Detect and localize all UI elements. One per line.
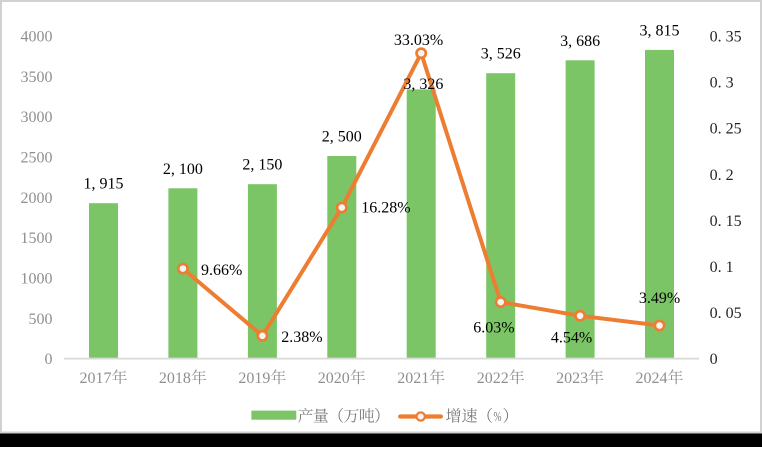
svg-text:0. 25: 0. 25 [710,121,742,138]
svg-text:3.49%: 3.49% [639,290,680,307]
svg-text:0. 1: 0. 1 [710,259,734,276]
svg-text:2.38%: 2.38% [281,329,322,346]
svg-text:2, 100: 2, 100 [163,161,203,178]
svg-text:16.28%: 16.28% [361,200,410,217]
svg-text:0: 0 [45,351,53,368]
svg-text:2500: 2500 [21,150,53,167]
svg-text:3, 526: 3, 526 [481,46,521,63]
svg-text:1000: 1000 [21,271,53,288]
svg-text:500: 500 [29,311,53,328]
svg-text:3, 686: 3, 686 [560,33,600,50]
svg-text:0. 15: 0. 15 [710,213,742,230]
svg-text:9.66%: 9.66% [201,262,242,279]
svg-text:3000: 3000 [21,109,53,126]
svg-text:2020: 2020 [318,370,350,387]
svg-text:1, 915: 1, 915 [84,176,124,193]
svg-text:6.03%: 6.03% [473,320,514,337]
svg-text:2024: 2024 [636,370,668,387]
svg-text:2, 500: 2, 500 [322,129,362,146]
svg-text:%: % [494,410,502,425]
svg-text:2000: 2000 [21,190,53,207]
svg-text:33.03%: 33.03% [394,32,443,49]
svg-text:0. 35: 0. 35 [710,29,742,46]
svg-text:0: 0 [710,351,718,368]
svg-text:4.54%: 4.54% [551,329,592,346]
svg-text:2019: 2019 [238,370,270,387]
svg-text:0. 3: 0. 3 [710,75,734,92]
svg-text:2022: 2022 [477,370,509,387]
svg-text:3500: 3500 [21,69,53,86]
svg-text:2023: 2023 [556,370,588,387]
svg-text:2, 150: 2, 150 [242,157,282,174]
svg-text:3, 815: 3, 815 [640,22,680,39]
svg-text:3, 326: 3, 326 [403,76,443,93]
svg-text:4000: 4000 [21,29,53,46]
svg-text:2018: 2018 [159,370,191,387]
svg-text:0. 2: 0. 2 [710,167,734,184]
svg-text:2021: 2021 [397,370,429,387]
svg-text:1500: 1500 [21,230,53,247]
svg-text:2017: 2017 [80,370,112,387]
svg-text:0. 05: 0. 05 [710,305,742,322]
